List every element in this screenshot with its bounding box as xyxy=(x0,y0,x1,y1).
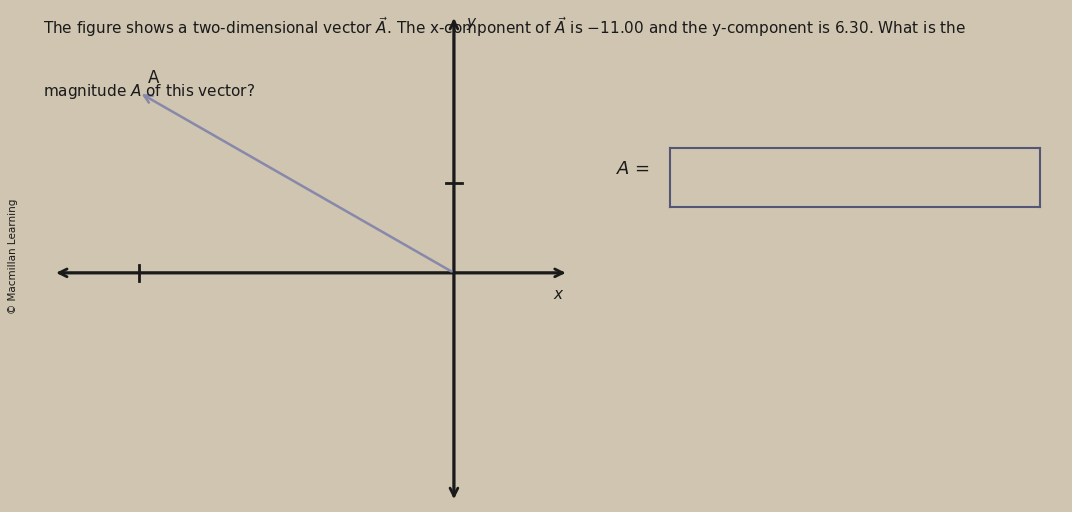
Text: $A$ =: $A$ = xyxy=(616,160,651,178)
Text: A: A xyxy=(148,69,159,87)
Text: The figure shows a two-dimensional vector $\vec{A}$. The x-component of $\vec{A}: The figure shows a two-dimensional vecto… xyxy=(43,15,966,39)
Text: magnitude $A$ of this vector?: magnitude $A$ of this vector? xyxy=(43,82,255,101)
Text: y: y xyxy=(466,15,476,30)
Text: x: x xyxy=(553,287,563,302)
Text: © Macmillan Learning: © Macmillan Learning xyxy=(8,198,18,314)
